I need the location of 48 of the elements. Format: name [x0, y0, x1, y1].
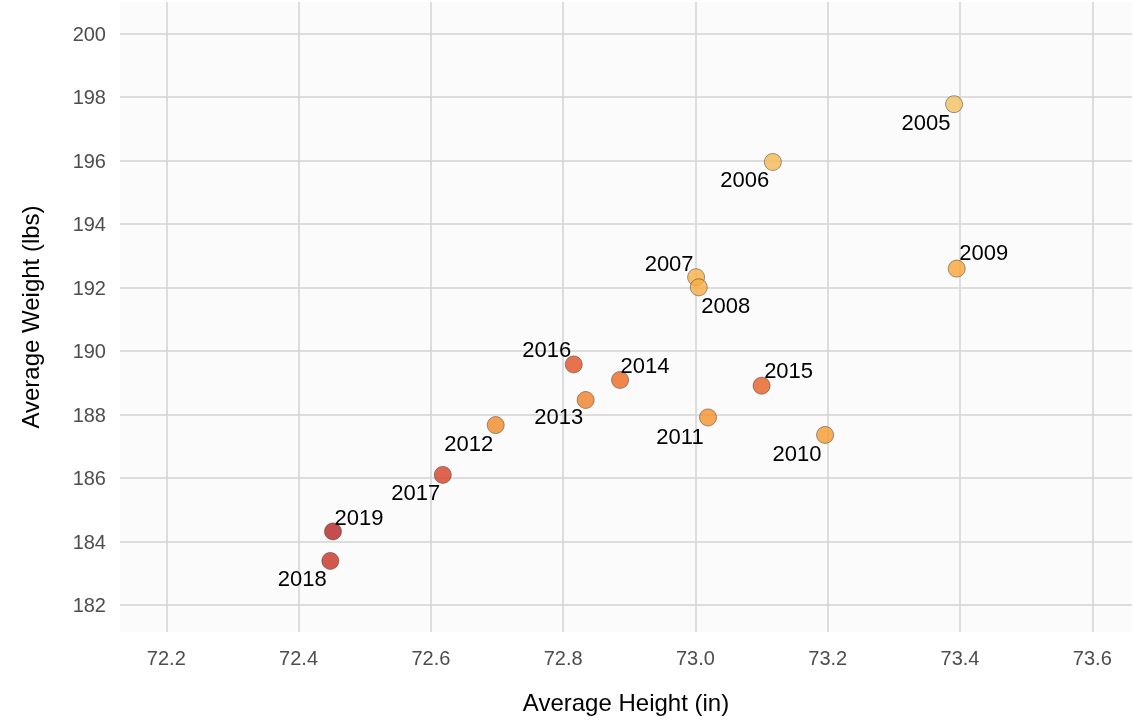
y-tick-label: 186 [72, 467, 106, 490]
annotation: 2010 [772, 441, 822, 467]
y-tick-label: 200 [72, 22, 106, 45]
y-tick-label: 188 [72, 403, 106, 426]
point [611, 371, 629, 389]
annotation: 2011 [656, 423, 704, 449]
y-tick-label: 184 [72, 530, 106, 553]
point [434, 466, 452, 484]
annotation: 2018 [277, 566, 327, 592]
y-tick-label: 190 [72, 340, 106, 363]
annotation: 2014 [620, 352, 670, 378]
y-axis-title: Average Weight (lbs) [16, 205, 44, 429]
annotation: 2016 [522, 336, 572, 362]
point [947, 259, 966, 278]
y-tick-label: 198 [72, 86, 106, 109]
annotation: 2019 [334, 504, 384, 530]
y-tick-label: 192 [72, 276, 106, 299]
x-axis-title: Average Height (in) [522, 688, 730, 716]
point [564, 355, 583, 374]
x-tick-label: 72.4 [279, 647, 319, 669]
point [699, 408, 717, 427]
point [486, 416, 505, 434]
x-tick-label: 73.6 [1072, 647, 1112, 669]
x-tick-label: 72.2 [146, 647, 186, 669]
annotation: 2008 [701, 292, 751, 318]
x-tick-label: 73.2 [808, 647, 848, 669]
point [689, 278, 708, 297]
annotation: 2007 [644, 250, 694, 276]
annotation: 2015 [764, 358, 814, 384]
x-tick-label: 73.0 [675, 647, 715, 669]
annotation: 2012 [444, 430, 494, 456]
x-tick-label: 73.4 [940, 647, 980, 669]
point [321, 552, 340, 570]
point [752, 376, 771, 395]
point [576, 391, 595, 409]
annotation: 2005 [901, 109, 951, 135]
annotation: 2013 [534, 404, 584, 430]
annotation: 2009 [959, 240, 1009, 266]
x-tick-label: 72.6 [411, 647, 451, 669]
point [816, 426, 834, 444]
y-tick-label: 196 [72, 149, 106, 172]
point [945, 95, 963, 113]
y-tick-label: 194 [72, 213, 106, 236]
annotation: 2006 [720, 167, 770, 193]
y-tick-label: 182 [72, 594, 106, 617]
x-tick-label: 72.8 [543, 647, 583, 669]
annotation: 2017 [391, 480, 441, 506]
point [764, 153, 782, 171]
